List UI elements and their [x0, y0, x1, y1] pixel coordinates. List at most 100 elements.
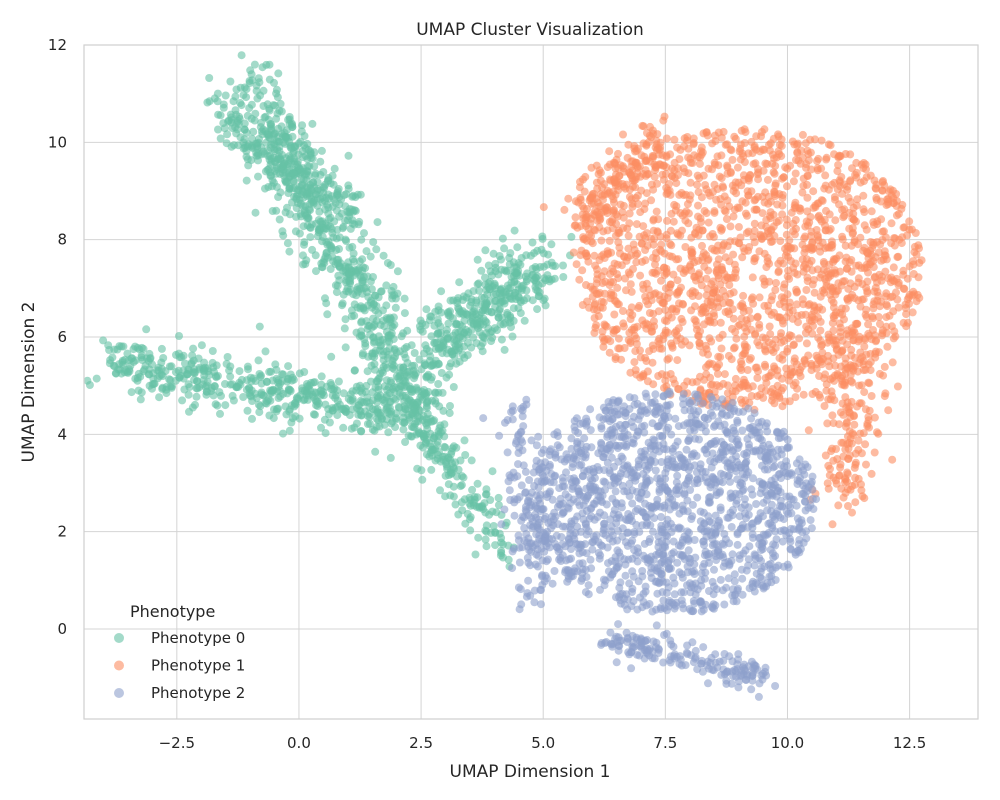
data-point [733, 163, 742, 172]
data-point [887, 219, 896, 228]
data-point [871, 349, 880, 358]
data-point [393, 267, 402, 276]
data-point [301, 260, 310, 268]
data-point [738, 574, 747, 583]
data-point [175, 332, 183, 340]
data-point [413, 464, 422, 473]
data-point [530, 276, 539, 285]
data-point [645, 309, 654, 317]
data-point [860, 208, 869, 216]
data-point [288, 184, 297, 193]
data-point [159, 354, 168, 362]
data-point [392, 409, 401, 418]
data-point [422, 421, 431, 429]
data-point [702, 128, 711, 137]
data-point [663, 328, 672, 337]
data-point [285, 426, 294, 435]
data-point [429, 417, 438, 426]
data-point [598, 183, 607, 192]
data-point [259, 86, 268, 95]
data-point [274, 155, 283, 163]
data-point [330, 164, 339, 173]
data-point [867, 469, 876, 478]
data-point [491, 302, 500, 311]
data-point [547, 240, 556, 249]
data-point [254, 172, 262, 181]
data-point [451, 328, 460, 337]
data-point [721, 292, 730, 301]
data-point [600, 511, 609, 520]
data-point [715, 172, 724, 181]
data-point [723, 169, 732, 178]
data-point [752, 145, 760, 154]
data-point [223, 130, 232, 139]
data-point [583, 205, 591, 213]
data-point [700, 262, 709, 271]
data-point [730, 343, 739, 352]
data-point [809, 244, 818, 253]
data-point [404, 431, 413, 440]
data-point [272, 114, 281, 123]
data-point [307, 195, 316, 204]
data-point [292, 212, 301, 221]
data-point [373, 218, 382, 227]
data-point [481, 246, 490, 255]
data-point [483, 290, 492, 299]
data-point [500, 244, 509, 253]
data-point [244, 161, 253, 170]
data-point [444, 309, 452, 318]
data-point [341, 216, 350, 225]
data-point [488, 467, 497, 476]
data-point [655, 340, 664, 348]
data-point [539, 203, 548, 212]
data-point [289, 176, 298, 185]
data-point [755, 247, 764, 256]
data-point [266, 367, 275, 376]
data-point [798, 153, 807, 162]
data-point [166, 376, 175, 384]
data-point [625, 192, 634, 201]
data-point [222, 359, 231, 368]
data-point [659, 116, 668, 125]
data-point [628, 176, 637, 185]
data-point [297, 127, 306, 136]
data-point [311, 251, 320, 260]
data-point [551, 262, 560, 271]
data-point [784, 266, 793, 275]
data-point [447, 447, 456, 456]
data-point [886, 185, 895, 194]
data-point [440, 432, 449, 441]
data-point [909, 287, 918, 296]
data-point [740, 158, 749, 167]
data-point [704, 218, 713, 227]
data-point [297, 174, 306, 183]
data-point [242, 152, 251, 161]
data-point [856, 178, 865, 187]
data-point [722, 215, 731, 224]
data-point [341, 315, 350, 324]
data-point [306, 233, 315, 242]
data-point [638, 121, 647, 130]
data-point [737, 357, 745, 366]
data-point [758, 209, 767, 218]
data-point [490, 281, 499, 290]
data-point [697, 193, 706, 202]
data-point [704, 164, 713, 173]
data-point [284, 115, 293, 124]
data-point [306, 151, 315, 160]
data-point [345, 243, 354, 252]
data-point [506, 312, 515, 320]
data-point [437, 308, 446, 317]
data-point [514, 293, 523, 302]
data-point [256, 402, 265, 411]
data-point [688, 500, 697, 509]
data-point [716, 353, 725, 362]
data-point [684, 169, 693, 178]
data-point [489, 249, 498, 258]
data-point [669, 217, 678, 226]
data-point [368, 349, 377, 358]
data-point [605, 236, 614, 245]
data-point [477, 266, 486, 275]
data-point [687, 245, 696, 254]
data-point [269, 414, 278, 423]
